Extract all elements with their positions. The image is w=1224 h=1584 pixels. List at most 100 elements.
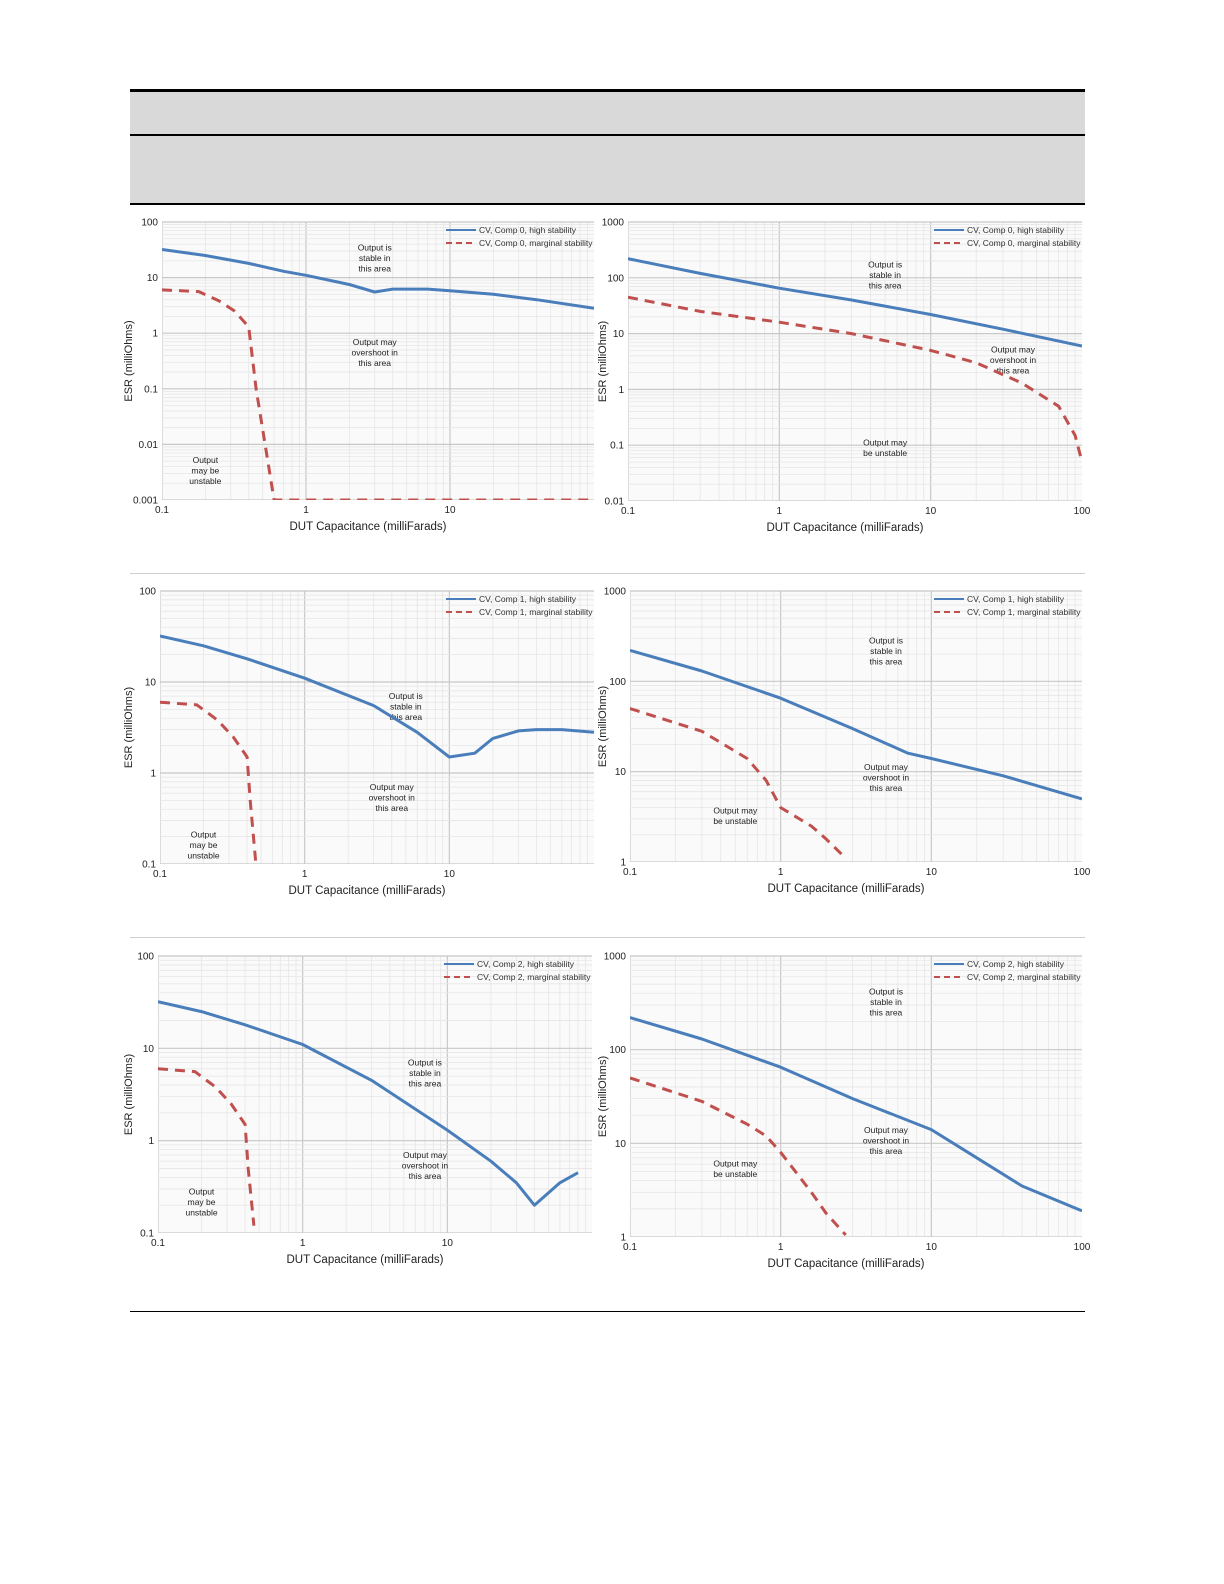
region-annotation: Output may be unstable xyxy=(863,437,908,458)
y-axis-label: ESR (milliOhms) xyxy=(597,1056,609,1137)
marginal-stability-line xyxy=(158,1067,256,1226)
x-axis-label: DUT Capacitance (milliFarads) xyxy=(290,521,447,533)
x-tick-label: 0.1 xyxy=(153,869,167,880)
region-annotation: Output may overshoot in this area xyxy=(863,762,910,793)
x-tick-label: 0.1 xyxy=(623,1242,637,1253)
high-stability-line xyxy=(162,248,594,310)
table-header-bottom-rule xyxy=(130,203,1085,205)
chart-comp1-left: 0.1 1 10 100 10 1 0.1 DUT Capacitance (milliFar… xyxy=(118,580,598,902)
y-tick-label: 100 xyxy=(139,587,156,598)
y-tick-label: 10 xyxy=(145,678,157,689)
y-tick-label: 10 xyxy=(147,273,159,284)
y-tick-label: 1 xyxy=(620,858,626,869)
x-tick-label: 100 xyxy=(1074,506,1091,517)
y-tick-label: 10 xyxy=(615,767,627,778)
x-tick-label: 1 xyxy=(778,1242,784,1253)
legend-label: CV, Comp 2, marginal stability xyxy=(967,972,1081,982)
y-tick-label: 0.1 xyxy=(144,384,158,395)
plot-area xyxy=(160,591,594,864)
legend-label: CV, Comp 0, high stability xyxy=(967,225,1065,235)
chart-svg: 0.1 1 10 100 10 1 0.1 0.01 0.001 DUT Capacitance … xyxy=(123,218,594,533)
y-tick-label: 100 xyxy=(609,677,626,688)
chart-comp2-left: 0.1 1 10 100 10 1 0.1 DUT Capacitance (milliFar… xyxy=(118,945,598,1270)
legend-label: CV, Comp 1, high stability xyxy=(479,594,577,604)
y-tick-label: 100 xyxy=(137,952,154,963)
plot-area xyxy=(630,591,1082,862)
y-axis-label: ESR (milliOhms) xyxy=(123,687,135,768)
table-header-divider xyxy=(130,134,1085,136)
table-header-band-1 xyxy=(130,92,1085,134)
region-annotation: Output may overshoot in this area xyxy=(369,782,416,813)
x-axis-label: DUT Capacitance (milliFarads) xyxy=(768,883,925,895)
x-axis-label: DUT Capacitance (milliFarads) xyxy=(767,522,924,534)
chart-comp1-right: 0.1 1 10 100 1000 100 10 1 DUT Capacitance (mill… xyxy=(592,580,1092,902)
y-tick-label: 1 xyxy=(148,1136,154,1147)
chart-svg: 0.1 1 10 100 10 1 0.1 DUT Capacitance (milliFar… xyxy=(123,587,594,897)
y-tick-label: 1000 xyxy=(604,952,627,963)
x-tick-label: 1 xyxy=(300,1238,306,1249)
legend-label: CV, Comp 2, high stability xyxy=(477,959,575,969)
y-tick-label: 1 xyxy=(618,385,624,396)
region-annotation: Output may overshoot in this area xyxy=(990,344,1037,375)
grid xyxy=(158,956,592,1233)
y-axis-label: ESR (milliOhms) xyxy=(123,1054,135,1135)
grid xyxy=(630,956,1082,1237)
grid xyxy=(162,222,594,500)
x-tick-label: 10 xyxy=(442,1238,454,1249)
region-annotation: Output may overshoot in this area xyxy=(402,1150,449,1181)
marginal-stability-line xyxy=(630,707,847,860)
region-annotation: Output is stable in this area xyxy=(869,986,903,1017)
region-annotation: Output may be unstable xyxy=(185,1187,217,1218)
region-annotation: Output is stable in this area xyxy=(869,636,903,667)
legend-label: CV, Comp 0, marginal stability xyxy=(479,238,593,248)
row-separator-2 xyxy=(130,937,1085,938)
plot-area xyxy=(630,956,1082,1237)
y-axis-label: ESR (milliOhms) xyxy=(597,321,609,402)
x-tick-label: 10 xyxy=(925,506,937,517)
y-tick-label: 100 xyxy=(141,218,158,229)
legend-label: CV, Comp 1, marginal stability xyxy=(967,607,1081,617)
y-tick-label: 0.01 xyxy=(605,497,625,508)
series-group xyxy=(162,248,594,500)
y-tick-label: 1 xyxy=(150,769,156,780)
high-stability-line xyxy=(158,1000,579,1207)
marginal-stability-line xyxy=(160,700,258,864)
region-annotation: Output may be unstable xyxy=(713,1158,758,1179)
x-tick-label: 100 xyxy=(1074,1242,1091,1253)
x-tick-label: 0.1 xyxy=(623,867,637,878)
legend-label: CV, Comp 2, marginal stability xyxy=(477,972,591,982)
chart-comp0-right: 0.1 1 10 100 1000 100 10 1 0.1 0.01 DUT Capacitanc… xyxy=(592,210,1092,540)
high-stability-line xyxy=(628,257,1082,348)
y-tick-label: 10 xyxy=(143,1044,155,1055)
series-group xyxy=(160,634,594,864)
y-tick-label: 0.1 xyxy=(140,1229,154,1240)
y-tick-label: 0.1 xyxy=(142,860,156,871)
y-tick-label: 0.001 xyxy=(133,496,158,507)
x-tick-label: 10 xyxy=(444,869,456,880)
marginal-stability-line xyxy=(630,1076,847,1237)
y-tick-label: 100 xyxy=(609,1045,626,1056)
plot-area xyxy=(162,222,594,500)
y-tick-label: 1000 xyxy=(602,218,625,229)
region-annotation: Output may be unstable xyxy=(187,829,219,860)
region-annotation: Output may overshoot in this area xyxy=(863,1125,910,1156)
table-top-rule xyxy=(130,89,1085,92)
y-tick-label: 10 xyxy=(615,1139,627,1150)
y-tick-label: 100 xyxy=(607,273,624,284)
marginal-stability-line xyxy=(628,295,1082,463)
x-tick-label: 10 xyxy=(926,867,938,878)
x-tick-label: 0.1 xyxy=(151,1238,165,1249)
x-tick-label: 1 xyxy=(302,869,308,880)
chart-comp2-right: 0.1 1 10 100 1000 100 10 1 DUT Capacitance (mill… xyxy=(592,945,1092,1278)
row-separator-1 xyxy=(130,573,1085,574)
x-axis-label: DUT Capacitance (milliFarads) xyxy=(768,1258,925,1270)
region-annotation: Output is stable in this area xyxy=(408,1058,442,1089)
y-tick-label: 1000 xyxy=(604,587,627,598)
y-tick-label: 0.01 xyxy=(139,440,159,451)
x-tick-label: 1 xyxy=(778,867,784,878)
high-stability-line xyxy=(630,648,1082,801)
y-tick-label: 1 xyxy=(152,329,158,340)
x-tick-label: 0.1 xyxy=(155,505,169,516)
